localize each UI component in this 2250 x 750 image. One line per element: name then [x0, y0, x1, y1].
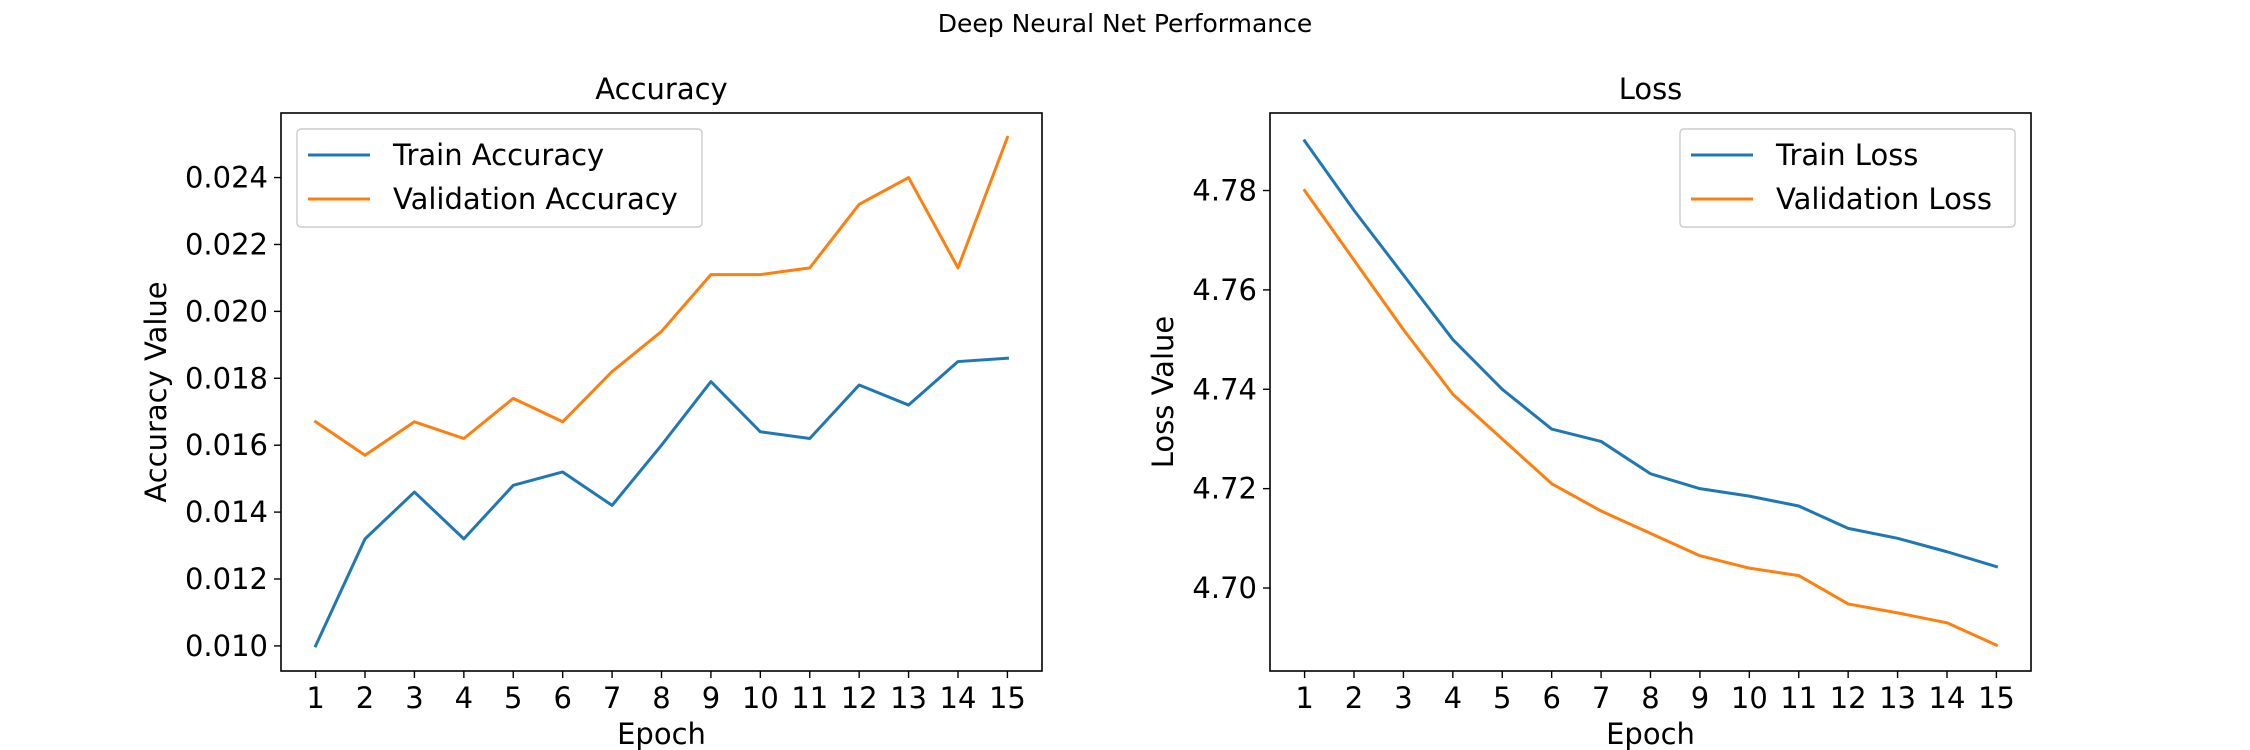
accuracy-xtick-label: 12	[841, 681, 878, 715]
loss-xtick-label: 14	[1929, 681, 1966, 715]
loss-panel: Loss Epoch Loss Value 1 2 3 4 5 6 7 8 9 10 11 12 13 1…	[1146, 72, 2032, 750]
accuracy-xtick-label: 13	[890, 681, 927, 715]
loss-y-axis-label: Loss Value	[1146, 316, 1180, 468]
loss-chart-title: Loss	[1619, 72, 1683, 106]
accuracy-legend: Train Accuracy Validation Accuracy	[296, 128, 703, 228]
accuracy-ytick-label: 0.022	[185, 227, 268, 261]
accuracy-xtick-label: 1	[306, 681, 324, 715]
accuracy-xtick-label: 6	[553, 681, 571, 715]
loss-lines	[1302, 138, 1999, 648]
accuracy-xtick-label: 14	[940, 681, 977, 715]
loss-xtick-label: 2	[1345, 681, 1363, 715]
loss-ytick-label: 4.76	[1192, 273, 1257, 307]
accuracy-ytick-label: 0.014	[185, 495, 268, 529]
accuracy-xtick-label: 5	[504, 681, 522, 715]
accuracy-ytick-label: 0.016	[185, 428, 268, 462]
loss-xtick-label: 10	[1731, 681, 1768, 715]
accuracy-legend-label: Validation Accuracy	[393, 182, 678, 216]
loss-xtick-label: 9	[1691, 681, 1709, 715]
accuracy-y-axis-label: Accuracy Value	[139, 281, 173, 502]
loss-xtick-label: 3	[1394, 681, 1412, 715]
accuracy-ytick-label: 0.020	[185, 294, 268, 328]
accuracy-xtick-label: 2	[356, 681, 374, 715]
accuracy-xtick-label: 10	[742, 681, 779, 715]
accuracy-xtick-label: 3	[405, 681, 423, 715]
accuracy-ytick-label: 0.010	[185, 629, 268, 663]
loss-xtick-label: 1	[1295, 681, 1313, 715]
loss-xtick-label: 13	[1879, 681, 1916, 715]
accuracy-chart-title: Accuracy	[595, 72, 727, 106]
loss-xtick-label: 12	[1830, 681, 1867, 715]
loss-legend: Train Loss Validation Loss	[1679, 128, 2016, 228]
loss-legend-label: Train Loss	[1775, 138, 1918, 172]
loss-x-axis-label: Epoch	[1606, 717, 1695, 750]
loss-legend-label: Validation Loss	[1776, 182, 1992, 216]
accuracy-x-axis-label: Epoch	[617, 717, 706, 750]
accuracy-ytick-label: 0.012	[185, 562, 268, 596]
accuracy-lines	[313, 135, 1010, 648]
accuracy-xtick-label: 11	[791, 681, 828, 715]
loss-xtick-label: 4	[1444, 681, 1462, 715]
figure-suptitle: Deep Neural Net Performance	[938, 9, 1313, 38]
accuracy-xtick-label: 7	[603, 681, 621, 715]
loss-xtick-label: 15	[1978, 681, 2015, 715]
loss-xtick-label: 6	[1542, 681, 1560, 715]
loss-xtick-label: 7	[1592, 681, 1610, 715]
loss-xtick-label: 8	[1641, 681, 1659, 715]
loss-series-line-2	[1302, 188, 1999, 648]
accuracy-series-line-2	[313, 135, 1010, 457]
accuracy-legend-box	[296, 128, 703, 228]
loss-series-line-1	[1302, 138, 1999, 569]
loss-legend-box	[1679, 128, 2016, 228]
loss-ytick-label: 4.72	[1192, 472, 1257, 506]
loss-ytick-label: 4.78	[1192, 174, 1257, 208]
accuracy-legend-label: Train Accuracy	[392, 138, 604, 172]
loss-ytick-label: 4.74	[1192, 372, 1257, 406]
accuracy-series-line-1	[313, 356, 1010, 648]
loss-xtick-label: 11	[1780, 681, 1817, 715]
loss-ytick-label: 4.70	[1192, 571, 1257, 605]
accuracy-xtick-label: 15	[989, 681, 1026, 715]
accuracy-ytick-label: 0.018	[185, 361, 268, 395]
accuracy-xtick-label: 4	[455, 681, 473, 715]
accuracy-ytick-label: 0.024	[185, 161, 268, 195]
accuracy-ticks: 1 2 3 4 5 6 7 8 9 10 11 12 13 14 150.0100.0120.0140.01…	[185, 161, 1026, 715]
loss-xtick-label: 5	[1493, 681, 1511, 715]
loss-ticks: 1 2 3 4 5 6 7 8 9 10 11 12 13 14 154.704.724.744.764.7…	[1192, 174, 2014, 715]
accuracy-xtick-label: 8	[652, 681, 670, 715]
accuracy-xtick-label: 9	[702, 681, 720, 715]
